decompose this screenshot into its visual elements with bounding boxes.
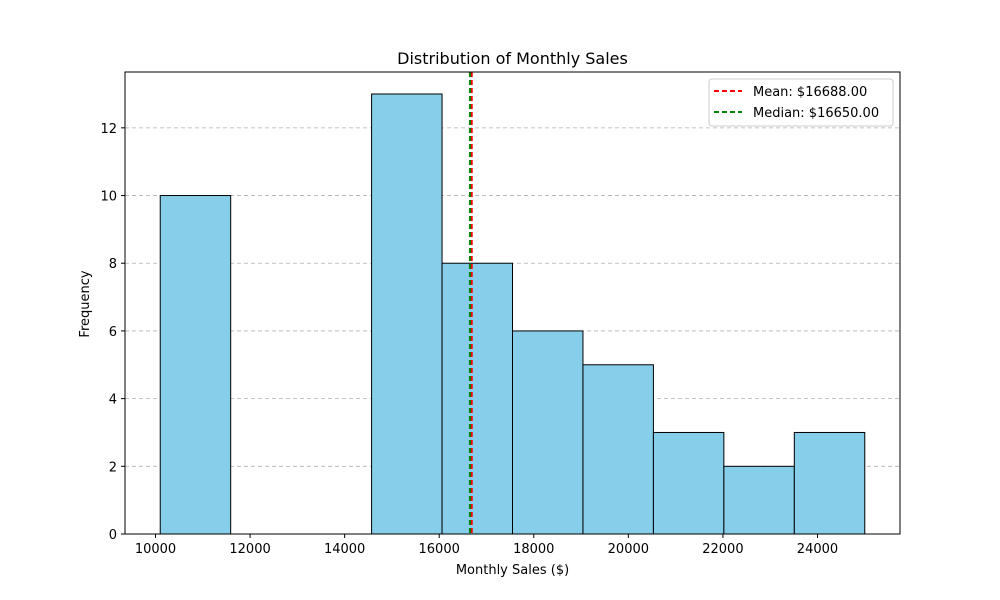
y-axis-label: Frequency [78,270,93,337]
x-tick-label: 10000 [135,542,176,557]
x-tick-label: 16000 [419,542,460,557]
legend-label: Median: $16650.00 [753,106,879,121]
x-tick-label: 12000 [229,542,270,557]
bars [159,93,866,535]
histogram-bar [652,431,725,535]
histogram-bar [582,364,654,535]
y-tick-label: 4 [109,393,117,408]
reference-lines [468,72,473,534]
histogram-bar [159,195,232,535]
x-tick-label: 18000 [513,542,554,557]
x-axis-label: Monthly Sales ($) [456,563,569,578]
histogram-bar [441,262,513,535]
y-tick-label: 12 [100,122,117,137]
legend-box [708,78,894,127]
x-tick-label: 24000 [797,542,838,557]
y-tick-label: 8 [109,257,117,272]
y-tick-label: 0 [109,528,117,543]
x-tick-label: 14000 [324,542,365,557]
histogram-bar [512,330,584,535]
histogram-bar [793,431,866,535]
legend: Mean: $16688.00 Median: $16650.00 [708,78,894,127]
histogram-bar [371,93,443,535]
y-tick-label: 10 [100,190,117,205]
x-tick-label: 22000 [702,542,743,557]
chart-title: Distribution of Monthly Sales [397,49,628,68]
y-tick-label: 2 [109,460,117,475]
x-axis-ticks: 10000 12000 14000 16000 18000 20000 22000 24000 [135,534,838,557]
y-axis-ticks: 0 2 4 6 8 10 12 [100,122,125,543]
plot-frame [124,71,901,535]
x-tick-label: 20000 [608,542,649,557]
histogram-bar [723,465,795,535]
y-tick-label: 6 [109,325,117,340]
legend-label: Mean: $16688.00 [753,85,867,100]
